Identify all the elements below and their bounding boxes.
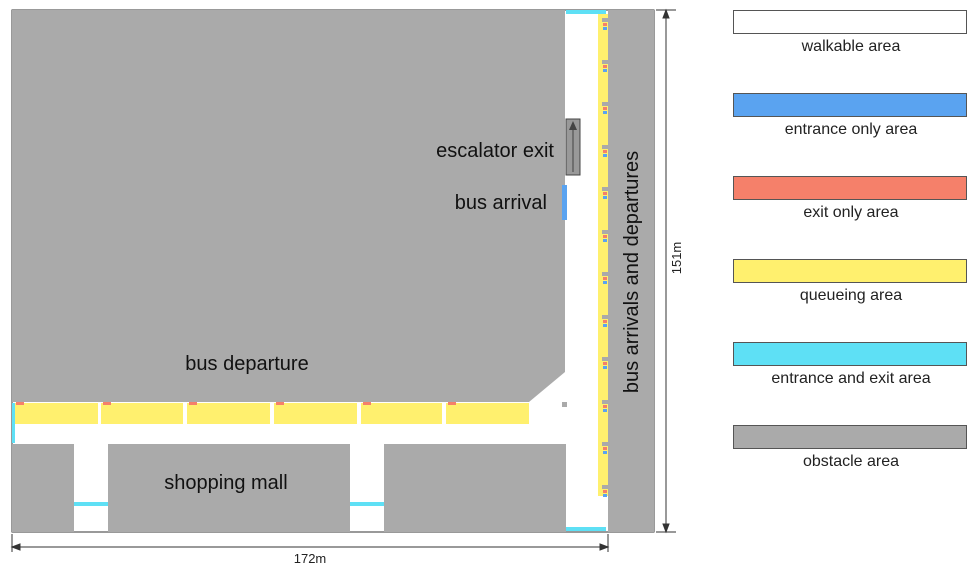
queue-divider (602, 442, 608, 446)
queue-exit-marker (603, 235, 607, 238)
queue-column-vertical (598, 14, 608, 496)
legend-swatch-exit-only (733, 176, 967, 200)
legend-item-queueing: queueing area (733, 259, 969, 305)
obstacle-mall-left (12, 444, 74, 532)
queue-entrance-marker (603, 409, 607, 412)
legend-label-obstacle: obstacle area (802, 453, 900, 470)
queue-divider (602, 272, 608, 276)
obstacle-main-block (12, 10, 565, 402)
label-bus-departure: bus departure (185, 353, 308, 375)
floor-plan-map: escalator exit bus arrival bus departure… (10, 8, 684, 565)
queue-divider (602, 102, 608, 106)
queue-entrance-marker (603, 451, 607, 454)
entrance-exit-top (566, 10, 606, 14)
legend-swatch-obstacle (733, 425, 967, 449)
queue-markers-vertical (602, 18, 608, 497)
queue-entrance-marker (603, 239, 607, 242)
exit-markers-horizontal (16, 402, 456, 405)
queue-divider (602, 60, 608, 64)
legend-swatch-entrance-exit (733, 342, 967, 366)
queue-exit-marker (603, 192, 607, 195)
label-escalator-exit: escalator exit (436, 140, 554, 162)
queue-divider (602, 230, 608, 234)
obstacle-mall-right (384, 444, 566, 532)
legend-label-entrance-only: entrance only area (784, 121, 918, 138)
obstacle-bus-lane (608, 10, 654, 532)
queue-exit-marker (603, 150, 607, 153)
legend-label-queueing: queueing area (799, 287, 903, 304)
queue-divider (602, 485, 608, 489)
legend-item-walkable: walkable area (733, 10, 969, 56)
legend-item-entrance-exit: entrance and exit area (733, 342, 969, 388)
width-label: 172m (294, 551, 327, 565)
queue-exit-marker (603, 107, 607, 110)
entrance-exit-left (12, 403, 15, 443)
legend-item-entrance-only: entrance only area (733, 93, 969, 139)
queue-entrance-marker (603, 27, 607, 30)
queue-exit-marker (603, 362, 607, 365)
label-shopping-mall: shopping mall (164, 472, 287, 494)
label-bus-lane: bus arrivals and departures (621, 151, 643, 393)
entrance-exit-mall-2 (350, 502, 384, 506)
queue-exit-marker (603, 65, 607, 68)
queue-exit-marker (603, 320, 607, 323)
queue-entrance-marker (603, 154, 607, 157)
queue-entrance-marker (603, 281, 607, 284)
entrance-bus-arrival (562, 185, 567, 220)
queue-divider (602, 187, 608, 191)
queue-exit-marker (603, 447, 607, 450)
legend-label-entrance-exit: entrance and exit area (771, 370, 931, 387)
queue-exit-marker (603, 405, 607, 408)
queue-divider (602, 357, 608, 361)
legend-swatch-walkable (733, 10, 967, 34)
escalator-arrow-head (569, 121, 577, 130)
queue-divider (602, 400, 608, 404)
legend-label-walkable: walkable area (801, 38, 901, 55)
queue-exit-marker (603, 277, 607, 280)
queue-divider (602, 315, 608, 319)
legend-item-exit-only: exit only area (733, 176, 969, 222)
queue-entrance-marker (603, 196, 607, 199)
width-dimension (10, 534, 610, 552)
obstacle-mall-center (108, 444, 350, 532)
queue-row-horizontal (14, 403, 529, 424)
entrance-exit-bottom (566, 527, 606, 531)
legend-swatch-entrance-only (733, 93, 967, 117)
queue-entrance-marker (603, 366, 607, 369)
legend-label-exit-only: exit only area (803, 204, 899, 221)
queue-exit-marker (603, 490, 607, 493)
height-label: 151m (669, 242, 684, 275)
queue-exit-marker (603, 23, 607, 26)
queue-divider (602, 18, 608, 22)
entrance-exit-mall-1 (74, 502, 108, 506)
queue-entrance-marker (603, 69, 607, 72)
queue-entrance-marker (603, 494, 607, 497)
queue-entrance-marker (603, 111, 607, 114)
legend-swatch-queueing (733, 259, 967, 283)
label-bus-arrival: bus arrival (455, 192, 547, 214)
height-dimension (656, 8, 676, 534)
queue-entrance-marker (603, 324, 607, 327)
obstacle-dot (562, 402, 567, 407)
queue-divider (602, 145, 608, 149)
legend-item-obstacle: obstacle area (733, 425, 969, 471)
